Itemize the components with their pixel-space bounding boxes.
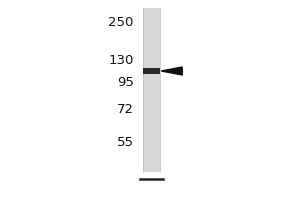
- Polygon shape: [161, 67, 182, 75]
- Bar: [143, 8, 160, 172]
- Text: 55: 55: [116, 136, 134, 149]
- Text: 95: 95: [117, 76, 134, 90]
- Text: 130: 130: [108, 54, 134, 68]
- Text: 72: 72: [116, 103, 134, 116]
- Bar: [143, 68, 160, 74]
- Text: 250: 250: [108, 17, 134, 29]
